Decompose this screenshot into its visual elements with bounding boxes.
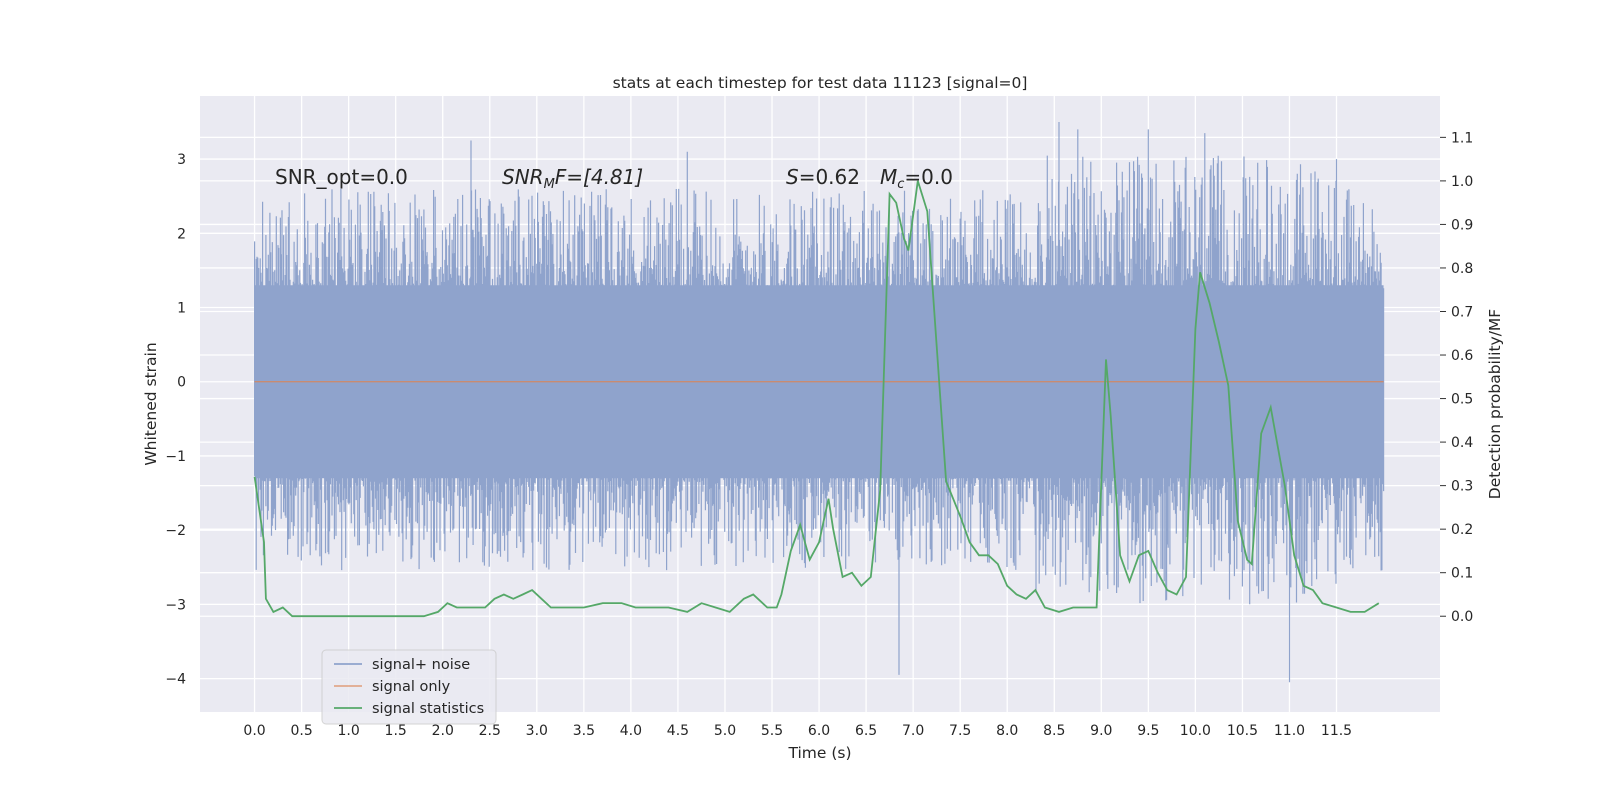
- x-tick-label: 0.0: [243, 723, 265, 739]
- s-value: =0.62: [799, 165, 860, 189]
- y2-tick-label: 0.3: [1451, 479, 1473, 495]
- y-tick-label: −3: [165, 597, 186, 613]
- snr-mf-annotation: SNRMF=[4.81]: [502, 165, 643, 192]
- x-tick-label: 7.5: [949, 723, 971, 739]
- x-tick-label: 8.0: [996, 723, 1018, 739]
- y-tick-label: −4: [165, 672, 186, 688]
- chart-title: stats at each timestep for test data 111…: [613, 74, 1028, 92]
- x-tick-label: 5.5: [761, 723, 783, 739]
- x-tick-label: 4.5: [667, 723, 689, 739]
- y-tick-label: 1: [177, 301, 186, 317]
- snr-opt-annotation: SNR_opt=0.0: [275, 165, 408, 189]
- y-tick-label: 0: [177, 375, 186, 391]
- y-tick-label: 3: [177, 152, 186, 168]
- s-annotation: S=0.62: [786, 165, 860, 189]
- y2-axis-label: Detection probability/MF: [1486, 309, 1504, 500]
- signal-statistics-series: [253, 180, 1380, 618]
- y-tick-label: −2: [165, 523, 186, 539]
- snr-mf-sub: M: [544, 177, 555, 192]
- y2-tick-label: 1.1: [1451, 130, 1473, 146]
- y2-tick-label: 0.2: [1451, 522, 1473, 538]
- mc-annotation: Mc=0.0: [880, 165, 953, 192]
- y2-tick-label: 0.5: [1451, 392, 1473, 408]
- s-var: S: [786, 165, 799, 189]
- mc-sub: c: [897, 177, 904, 192]
- x-tick-label: 2.5: [479, 723, 501, 739]
- x-tick-label: 10.5: [1227, 723, 1258, 739]
- x-tick-label: 3.0: [526, 723, 548, 739]
- noise-trace: [254, 122, 1385, 683]
- legend-box: [321, 649, 497, 725]
- x-tick-label: 8.5: [1043, 723, 1065, 739]
- x-tick-label: 11.0: [1274, 723, 1305, 739]
- legend: signal+ noise signal only signal statist…: [321, 649, 497, 725]
- y-axis-label: Whitened strain: [142, 342, 160, 465]
- y2-tick-label: 0.6: [1451, 348, 1473, 364]
- x-axis-label: Time (s): [787, 744, 851, 762]
- x-tick-label: 11.5: [1321, 723, 1352, 739]
- y2-tick-label: 0.4: [1451, 435, 1473, 451]
- x-tick-label: 6.0: [808, 723, 830, 739]
- y2-tick-label: 0.0: [1451, 609, 1473, 625]
- y2-axis-ticks: 1.1 1.0 0.9 0.8 0.7 0.6 0.5 0.4 0.3 0.2 0.1 0.0: [1440, 130, 1473, 625]
- x-tick-label: 10.0: [1180, 723, 1211, 739]
- snr-mf-rest-f: F=[4.81]: [555, 165, 643, 189]
- x-tick-label: 1.5: [385, 723, 407, 739]
- mc-value: =0.0: [904, 165, 953, 189]
- y2-tick-label: 0.1: [1451, 566, 1473, 582]
- y2-tick-label: 0.7: [1451, 304, 1473, 320]
- legend-label-signal-only: signal only: [372, 679, 451, 695]
- y2-tick-label: 0.9: [1451, 217, 1473, 233]
- y2-tick-label: 1.0: [1451, 174, 1473, 190]
- x-tick-label: 0.5: [290, 723, 312, 739]
- legend-label-noise: signal+ noise: [372, 657, 470, 673]
- x-tick-label: 3.5: [573, 723, 595, 739]
- snr-mf-base: SNR: [502, 165, 544, 189]
- x-tick-label: 1.0: [338, 723, 360, 739]
- y-axis-ticks: 3 2 1 0 −1 −2 −3 −4: [165, 152, 186, 688]
- x-tick-label: 5.0: [714, 723, 736, 739]
- y-tick-label: −1: [165, 449, 186, 465]
- mc-var: M: [880, 165, 897, 189]
- x-tick-label: 4.0: [620, 723, 642, 739]
- y2-tick-label: 0.8: [1451, 261, 1473, 277]
- x-tick-label: 9.5: [1137, 723, 1159, 739]
- x-tick-label: 2.0: [432, 723, 454, 739]
- x-tick-label: 7.0: [902, 723, 924, 739]
- x-tick-label: 9.0: [1090, 723, 1112, 739]
- x-axis-ticks: 0.0 0.5 1.0 1.5 2.0 2.5 3.0 3.5 4.0 4.5 5.0 5.5 6.0 6…: [243, 723, 1352, 739]
- y-tick-label: 2: [177, 226, 186, 242]
- legend-label-statistics: signal statistics: [372, 701, 484, 717]
- x-tick-label: 6.5: [855, 723, 877, 739]
